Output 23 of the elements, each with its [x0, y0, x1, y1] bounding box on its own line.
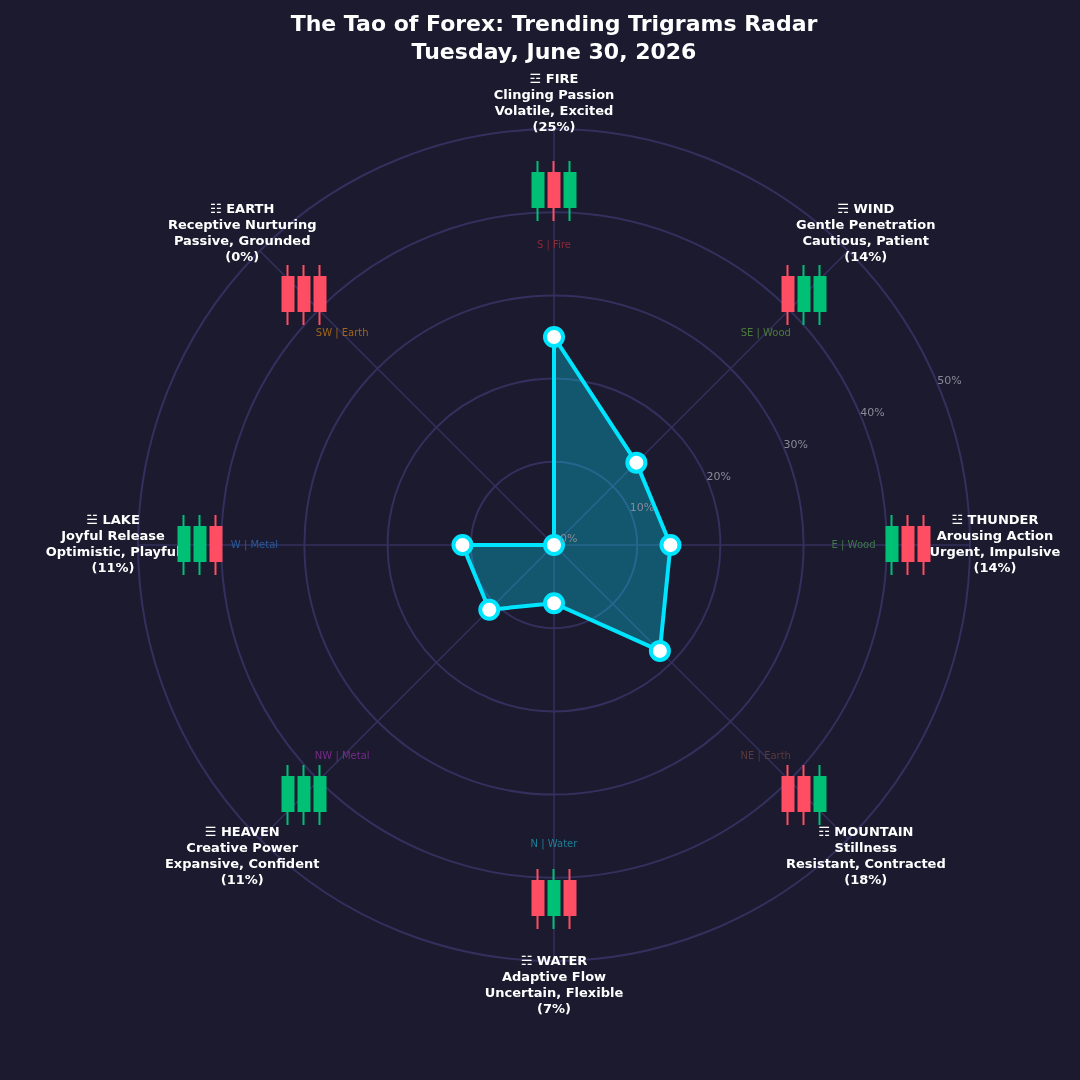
spoke-label: ☴ WIND Gentle Penetration Cautious, Patient (14%)	[796, 200, 936, 264]
spoke-label: ☰ HEAVEN Creative Power Expansive, Confident (11%)	[164, 824, 320, 888]
text: S | Fire	[537, 239, 571, 252]
spoke-label: ☷ EARTH Receptive Nurturing Passive, Grounded (0%)	[167, 200, 317, 264]
text: W | Metal	[230, 538, 279, 551]
y-tick-label: 40%	[860, 405, 885, 419]
y-tick-label: 20%	[706, 469, 732, 483]
text: SE | Wood	[740, 326, 791, 339]
chart-subtitle: Tuesday, June 30, 2026	[411, 38, 697, 64]
y-tick-label: 50%	[937, 374, 962, 388]
text: SW | Earth	[315, 326, 369, 339]
spoke-label: ☵ WATER Adaptive Flow Uncertain, Flexible (7%)	[484, 953, 624, 1017]
spoke-label: ☲ FIRE Clinging Passion Volatile, Excited (25%)	[493, 71, 615, 135]
spoke-label: ☳ THUNDER Arousing Action Urgent, Impulsive (14%)	[929, 512, 1061, 576]
text: NE | Earth	[740, 750, 791, 763]
text: NW | Metal	[314, 750, 370, 763]
y-tick-label: 10%	[629, 501, 655, 515]
text: N | Water	[530, 838, 579, 851]
spoke-label: ☶ MOUNTAIN Stillness Resistant, Contracted (18%)	[785, 824, 946, 888]
y-tick-label: 30%	[783, 437, 808, 451]
spoke-label: ☱ LAKE Joyful Release Optimistic, Playful (11%)	[45, 512, 181, 576]
text: E | Wood	[831, 538, 876, 551]
chart-title: The Tao of Forex: Trending Trigrams Radar	[290, 10, 818, 36]
